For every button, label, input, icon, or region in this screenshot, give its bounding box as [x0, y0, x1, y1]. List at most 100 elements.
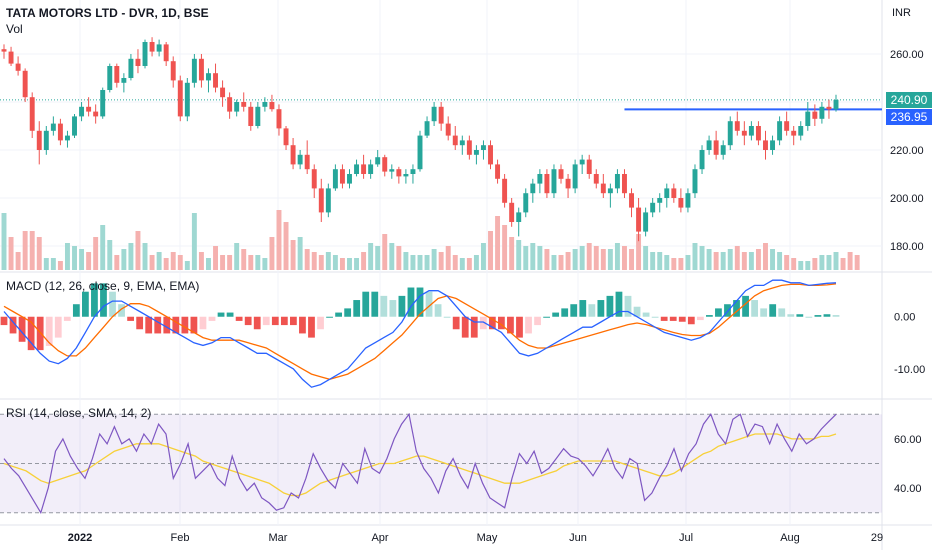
volume-bar	[572, 249, 578, 270]
y-tick-label: 260.00	[890, 49, 924, 61]
volume-bar	[544, 249, 550, 270]
volume-bar	[163, 258, 169, 270]
volume-bar	[79, 249, 85, 270]
candle	[297, 154, 303, 165]
macd-histogram-bar	[733, 300, 740, 317]
macd-histogram-bar	[118, 304, 125, 317]
candle	[586, 159, 592, 174]
macd-histogram-bar	[434, 304, 442, 317]
volume-bar	[480, 243, 486, 270]
macd-histogram-bar	[235, 316, 243, 321]
candle	[593, 174, 599, 184]
volume-bar	[198, 252, 204, 270]
volume-bar	[805, 261, 811, 270]
candle	[142, 42, 148, 66]
volume-bar	[64, 243, 70, 270]
volume-bar	[614, 243, 620, 270]
macd-histogram-bar	[488, 316, 496, 330]
volume-bar	[290, 240, 296, 270]
candle	[241, 102, 247, 107]
macd-histogram-bar	[389, 300, 397, 317]
volume-bar	[671, 258, 677, 270]
volume-bar	[734, 246, 740, 270]
candle	[368, 164, 374, 174]
volume-bar	[657, 252, 663, 270]
candle	[198, 58, 204, 81]
volume-bar	[622, 246, 627, 270]
volume-bar	[142, 243, 148, 270]
volume-bar	[325, 252, 331, 270]
volume-bar	[727, 249, 733, 270]
volume-bar	[488, 231, 493, 270]
candle	[488, 145, 493, 165]
volume-bar	[685, 255, 691, 270]
volume-bar	[445, 246, 451, 270]
candle	[558, 169, 564, 179]
candle	[622, 174, 627, 194]
macd-signal-line	[3, 283, 837, 380]
candle	[671, 188, 677, 198]
candle	[636, 207, 642, 232]
macd-histogram-bar	[470, 316, 478, 338]
macd-histogram-bar	[561, 308, 569, 317]
candle	[523, 193, 529, 213]
macd-histogram-bar	[534, 316, 541, 326]
candle	[86, 106, 92, 112]
x-tick-label: May	[477, 532, 498, 544]
volume-bar	[15, 252, 21, 270]
candle	[516, 212, 522, 222]
volume-bar	[537, 246, 543, 270]
candle	[163, 44, 169, 62]
candle	[347, 174, 352, 184]
candle	[72, 116, 77, 136]
macd-histogram-bar	[498, 316, 505, 330]
volume-bar	[466, 258, 472, 270]
volume-bar	[558, 255, 564, 270]
candle	[191, 58, 197, 83]
candle	[276, 109, 282, 129]
volume-bar	[170, 252, 176, 270]
volume-bar	[213, 246, 218, 270]
macd-histogram-bar	[606, 295, 614, 317]
candle	[784, 121, 790, 131]
candle	[650, 202, 656, 213]
volume-bar	[692, 243, 698, 270]
candle	[262, 102, 268, 107]
candle	[551, 169, 557, 194]
volume-bar	[241, 249, 247, 270]
volume-bar	[375, 246, 381, 270]
macd-histogram-bar	[154, 316, 162, 334]
candle	[213, 73, 218, 88]
candle	[290, 145, 296, 165]
candle	[318, 188, 324, 213]
candle	[15, 63, 21, 71]
macd-histogram-bar	[271, 316, 279, 326]
macd-histogram-bar	[443, 316, 451, 318]
candle	[43, 130, 49, 150]
candle	[741, 130, 747, 136]
volume-bar	[100, 225, 106, 270]
volume-bar	[473, 255, 479, 270]
candle	[607, 188, 613, 194]
macd-histogram-bar	[45, 316, 53, 346]
candle	[544, 174, 550, 194]
x-tick-label: 2022	[68, 532, 92, 544]
volume-bar	[43, 258, 49, 270]
candle	[135, 58, 141, 66]
macd-histogram-bar	[326, 316, 333, 318]
volume-bar	[720, 252, 726, 270]
macd-histogram-bar	[579, 300, 587, 317]
candle	[206, 73, 211, 81]
macd-histogram-bar	[552, 312, 560, 317]
macd-histogram-bar	[461, 316, 469, 338]
candle	[572, 164, 578, 189]
candle	[777, 121, 783, 141]
macd-histogram-bar	[814, 315, 822, 317]
candle	[826, 106, 832, 110]
macd-histogram-bar	[724, 304, 731, 317]
volume-bar	[410, 255, 416, 270]
macd-histogram-bar	[479, 316, 487, 330]
candle	[234, 102, 240, 112]
candle	[417, 135, 423, 170]
chart-title: TATA MOTORS LTD - DVR, 1D, BSE	[6, 6, 209, 20]
